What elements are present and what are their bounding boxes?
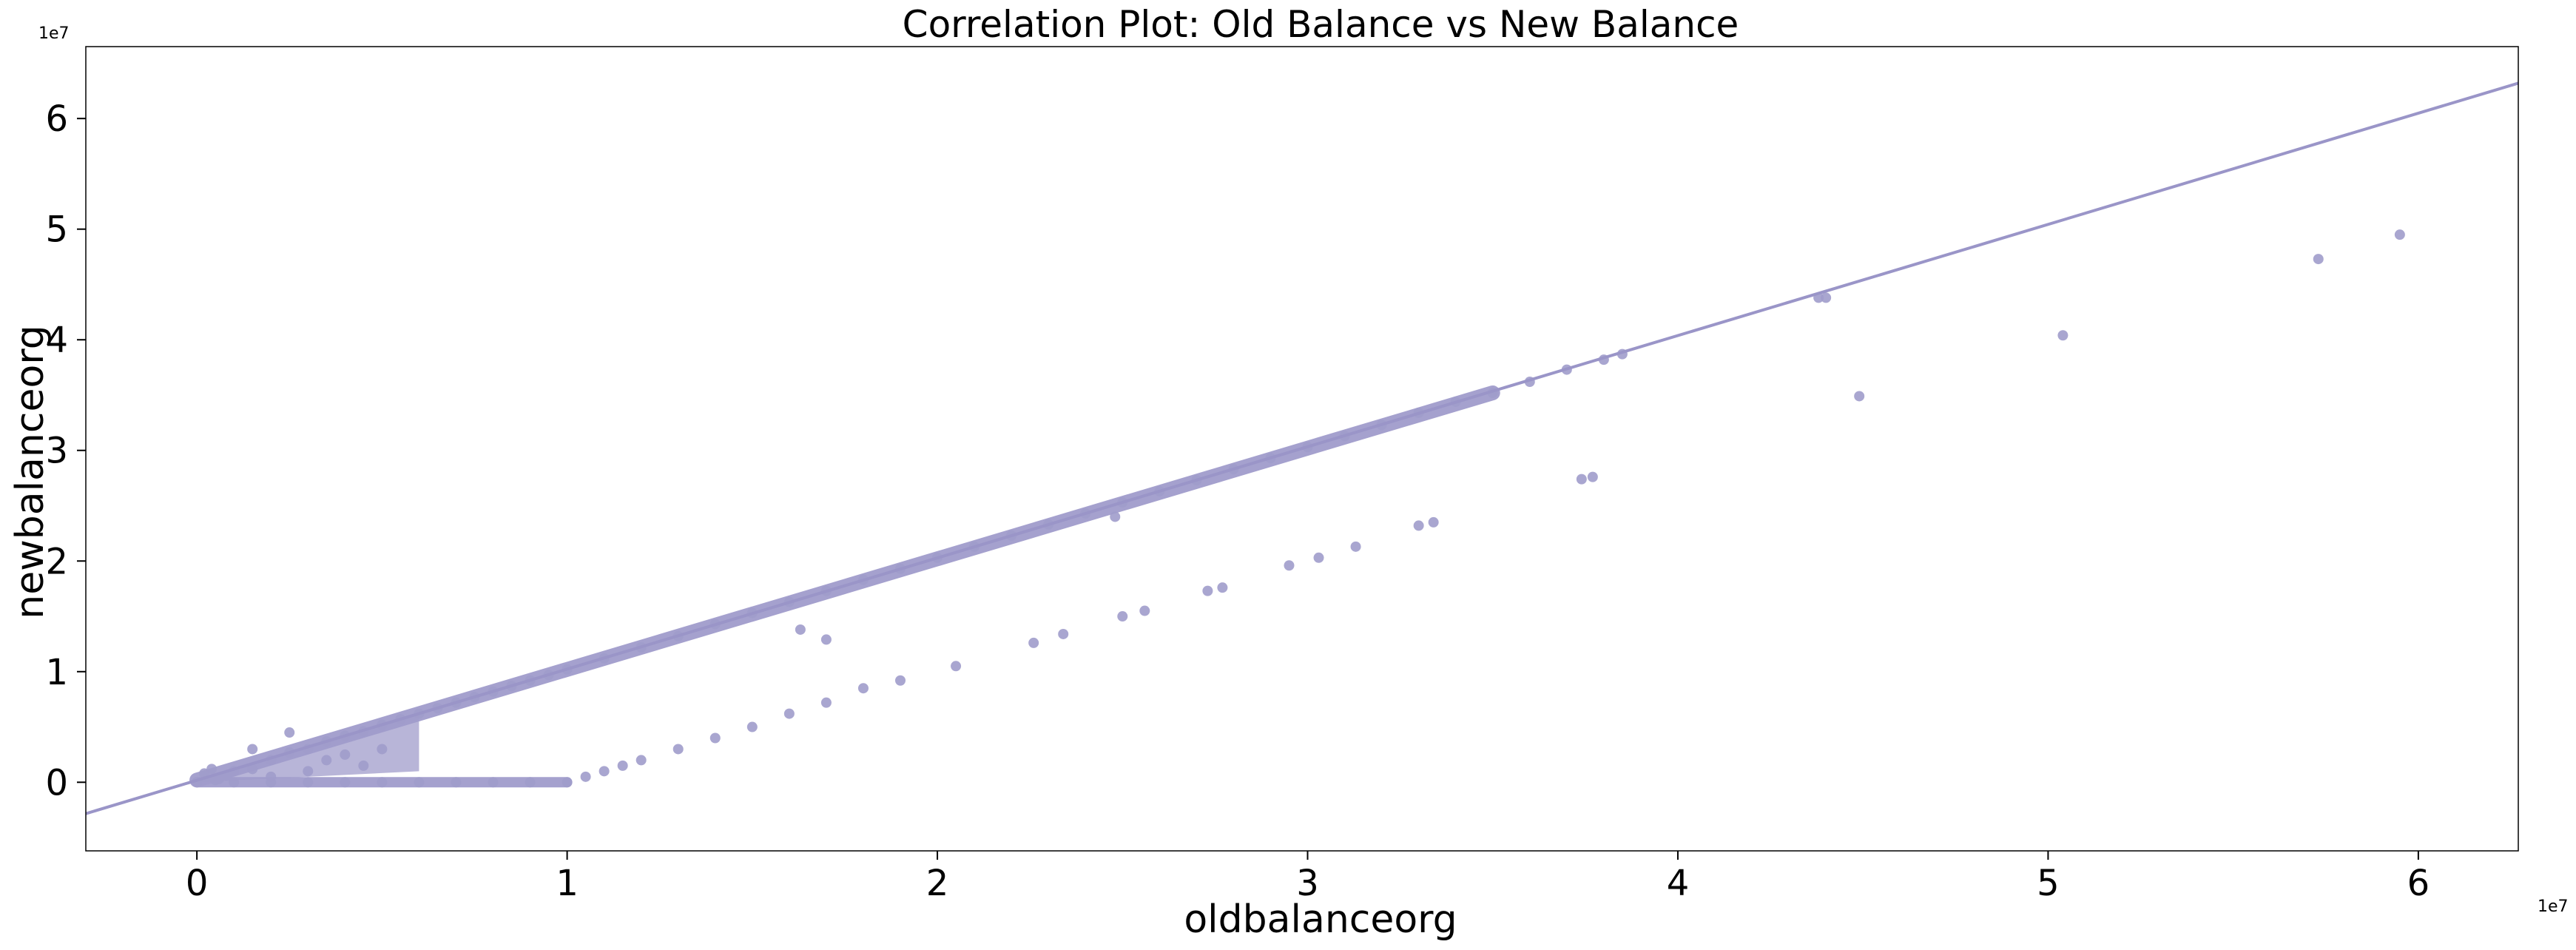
data-point xyxy=(1577,474,1587,485)
data-point xyxy=(747,722,758,732)
x-axis-label: oldbalanceorg xyxy=(1184,897,1457,942)
data-point xyxy=(1217,582,1227,593)
data-point xyxy=(414,777,424,787)
data-point xyxy=(795,624,806,635)
data-point xyxy=(1284,560,1294,570)
data-point xyxy=(1429,517,1439,528)
y-tick-label: 6 xyxy=(45,98,68,140)
regression-line xyxy=(86,83,2518,813)
data-point xyxy=(377,777,387,787)
data-point xyxy=(266,777,276,787)
data-point xyxy=(1117,611,1127,621)
y-offset-label: 1e7 xyxy=(38,24,70,43)
data-point xyxy=(1588,472,1598,482)
data-point xyxy=(1351,542,1361,552)
data-point xyxy=(1854,391,1864,401)
data-point xyxy=(2057,330,2068,340)
data-point xyxy=(1028,638,1039,648)
y-tick-label: 0 xyxy=(45,762,68,804)
data-point xyxy=(858,683,869,693)
data-point xyxy=(377,744,387,754)
data-point xyxy=(710,732,721,743)
x-tick-label: 0 xyxy=(186,863,209,904)
data-point xyxy=(525,777,536,787)
data-point xyxy=(2395,229,2405,240)
data-point xyxy=(340,777,350,787)
y-tick-label: 4 xyxy=(45,320,68,361)
data-point xyxy=(358,761,368,771)
data-point xyxy=(488,777,499,787)
data-point xyxy=(451,777,461,787)
data-point xyxy=(1314,553,1324,563)
x-tick-label: 3 xyxy=(1296,863,1319,904)
x-tick-label: 4 xyxy=(1667,863,1690,904)
y-tick-label: 3 xyxy=(45,431,68,472)
data-point xyxy=(303,777,313,787)
data-point xyxy=(229,777,239,787)
chart-title: Correlation Plot: Old Balance vs New Bal… xyxy=(903,3,1739,46)
plot-area: 0 1 2 3 4 5 6 0 1 2 3 4 5 6 xyxy=(45,47,2518,904)
data-point xyxy=(1058,629,1068,639)
data-point xyxy=(321,755,331,765)
data-point xyxy=(1821,292,1831,303)
data-point xyxy=(247,744,257,754)
data-point xyxy=(340,749,350,760)
data-point xyxy=(206,764,217,774)
x-tick-label: 5 xyxy=(2037,863,2060,904)
x-tick-label: 6 xyxy=(2407,863,2430,904)
data-point xyxy=(303,766,313,776)
data-point xyxy=(673,744,684,754)
data-point xyxy=(1110,511,1120,522)
data-point xyxy=(784,709,795,719)
data-point xyxy=(821,634,832,644)
data-point xyxy=(1202,586,1213,596)
data-point xyxy=(618,761,628,771)
y-tick-label: 2 xyxy=(45,541,68,582)
data-point xyxy=(636,755,647,765)
data-point xyxy=(895,676,906,686)
y-tick-label: 5 xyxy=(45,209,68,251)
x-offset-label: 1e7 xyxy=(2538,897,2569,916)
data-point xyxy=(2313,254,2324,264)
y-tick-label: 1 xyxy=(45,652,68,693)
data-point xyxy=(951,661,961,671)
x-tick-label: 1 xyxy=(556,863,579,904)
x-tick-label: 2 xyxy=(926,863,949,904)
data-point xyxy=(1414,520,1424,530)
data-point xyxy=(599,766,610,776)
data-point xyxy=(821,698,832,708)
data-point xyxy=(581,772,591,782)
data-point xyxy=(1139,606,1150,616)
data-point xyxy=(562,777,573,787)
data-point xyxy=(284,727,294,738)
